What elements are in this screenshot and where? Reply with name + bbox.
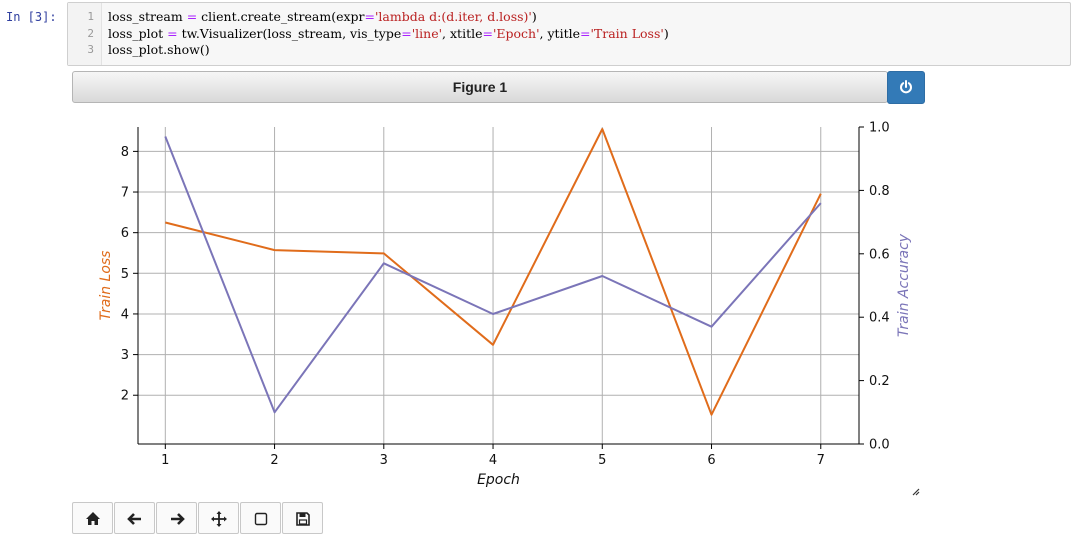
y-axis-label: Train Loss [98, 251, 114, 321]
y-tick-label: 8 [121, 145, 129, 160]
y-right-tick-label: 0.2 [869, 374, 890, 389]
arrow-right-icon [171, 513, 185, 525]
resize-handle-icon[interactable] [912, 488, 920, 496]
y-right-tick-label: 0.6 [869, 247, 890, 262]
series-line-0 [165, 128, 822, 416]
y-right-tick-label: 1.0 [869, 121, 890, 136]
y-tick-label: 3 [121, 348, 129, 363]
series-line-1 [164, 136, 822, 414]
x-tick-label: 3 [380, 453, 388, 468]
x-tick-label: 4 [489, 453, 497, 468]
code-token: = [482, 25, 493, 41]
code-token: loss_stream [108, 9, 187, 24]
x-axis-label: Epoch [477, 472, 520, 488]
move-icon [211, 511, 227, 527]
figure-header: Figure 1 [72, 71, 888, 103]
code-line: loss_plot = tw.Visualizer(loss_stream, v… [108, 26, 669, 41]
home-button[interactable] [72, 502, 113, 534]
x-tick-label: 1 [161, 453, 169, 468]
code-token: = [580, 25, 591, 41]
code-line: loss_plot.show() [108, 42, 210, 57]
figure-title: Figure 1 [452, 79, 508, 95]
line-number-gutter: 1 2 3 [68, 3, 102, 65]
code-token: 'lambda d:(d.iter, d.loss)' [375, 9, 532, 24]
y-tick-label: 5 [121, 267, 129, 282]
line-number: 1 [87, 10, 94, 23]
code-line: loss_stream = client.create_stream(expr=… [108, 9, 537, 24]
code-token: client.create_stream(expr [197, 9, 365, 24]
arrow-left-icon [127, 513, 141, 525]
x-tick-label: 6 [707, 453, 715, 468]
code-token: , xtitle [442, 25, 483, 41]
code-token: loss_plot.show() [108, 42, 210, 57]
code-token: = [401, 25, 412, 41]
power-icon [900, 80, 912, 94]
code-token: tw.Visualizer(loss_stream, vis_type [177, 25, 402, 41]
forward-button[interactable] [156, 502, 197, 534]
code-token: ) [531, 9, 537, 24]
line-number: 3 [87, 43, 94, 56]
code-token: 'Train Loss' [590, 25, 664, 41]
code-token: loss_plot [108, 25, 168, 41]
code-token: , ytitle [539, 25, 580, 41]
code-token: = [167, 25, 178, 41]
pan-button[interactable] [198, 502, 239, 534]
y-tick-label: 4 [121, 307, 129, 322]
home-icon [86, 512, 100, 525]
save-button[interactable] [282, 502, 323, 534]
x-tick-label: 5 [598, 453, 606, 468]
code-token: = [364, 9, 375, 24]
y-right-tick-label: 0.4 [869, 311, 890, 326]
line-number: 2 [87, 26, 94, 40]
floppy-disk-icon [296, 512, 310, 526]
code-token: ) [663, 25, 669, 41]
code-token: 'line' [411, 25, 443, 41]
y-tick-label: 6 [121, 226, 129, 241]
zoom-button[interactable] [240, 502, 281, 534]
close-figure-button[interactable] [887, 71, 925, 104]
y-tick-label: 2 [121, 389, 129, 404]
code-token: 'Epoch' [492, 25, 540, 41]
y-right-axis-label: Train Accuracy [896, 233, 912, 337]
y-tick-label: 7 [121, 186, 129, 201]
x-tick-label: 2 [270, 453, 278, 468]
back-button[interactable] [114, 502, 155, 534]
code-cell[interactable]: 1 2 3 loss_stream = client.create_stream(e… [67, 2, 1071, 66]
square-icon [254, 512, 268, 526]
y-right-tick-label: 0.8 [869, 184, 890, 199]
y-right-tick-label: 0.0 [869, 438, 890, 453]
code-token: = [186, 9, 198, 24]
cell-prompt: In [3]: [6, 10, 57, 24]
x-tick-label: 7 [817, 453, 825, 468]
